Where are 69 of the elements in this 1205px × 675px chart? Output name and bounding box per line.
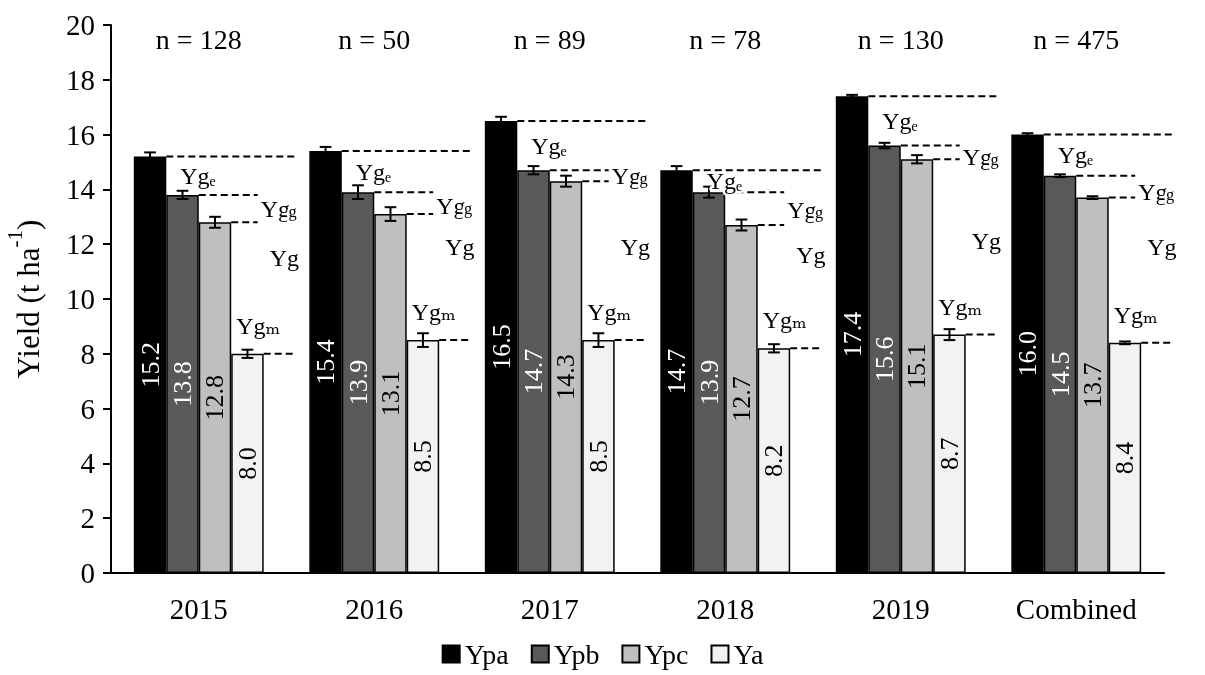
data-label: 15.2 xyxy=(135,342,165,388)
legend-label: Ypa xyxy=(464,638,510,670)
data-label: 8.2 xyxy=(759,444,789,477)
data-label: 8.0 xyxy=(232,447,262,480)
data-label: 13.9 xyxy=(343,359,373,406)
x-tick-label: 2015 xyxy=(169,592,228,625)
annotation: Yg xyxy=(971,228,1002,255)
x-tick-label: 2018 xyxy=(696,592,755,625)
data-label: 14.7 xyxy=(662,348,692,395)
y-tick-label: 16 xyxy=(66,118,95,151)
annotation: Ygₑ xyxy=(355,158,392,185)
legend-label: Ypb xyxy=(553,638,600,670)
annotation: Ygₘ xyxy=(411,299,456,326)
annotation: n = 475 xyxy=(1033,23,1120,55)
annotation: Ygₑ xyxy=(706,168,743,195)
data-label: 13.9 xyxy=(694,359,724,406)
data-label: 13.7 xyxy=(1077,362,1107,409)
annotation: Ygₑ xyxy=(1057,142,1094,169)
annotation: Yg xyxy=(620,233,651,260)
data-label: 13.8 xyxy=(168,361,198,407)
annotation: Yg xyxy=(269,244,300,271)
legend-label: Ypc xyxy=(644,638,689,670)
y-tick-label: 12 xyxy=(66,228,95,261)
y-tick-label: 6 xyxy=(80,392,95,425)
data-label: 15.1 xyxy=(902,343,932,389)
y-tick-label: 4 xyxy=(80,447,96,480)
y-tick-label: 2 xyxy=(80,502,95,535)
y-tick-label: 18 xyxy=(66,63,95,96)
annotation: Yg xyxy=(1147,233,1177,260)
data-label: 8.7 xyxy=(934,437,964,471)
annotation: Ygₘ xyxy=(587,299,632,326)
data-label: 15.6 xyxy=(870,336,900,383)
annotation: Ygₑ xyxy=(180,162,216,189)
x-tick-label: 2019 xyxy=(871,592,930,625)
legend-label: Ya xyxy=(733,638,764,670)
annotation: n = 89 xyxy=(513,23,586,55)
data-label: 8.4 xyxy=(1110,441,1140,475)
annotation: Yg xyxy=(796,242,826,269)
annotation: n = 50 xyxy=(338,23,411,55)
data-label: 8.5 xyxy=(408,440,438,473)
annotation: Yg xyxy=(445,233,475,260)
data-label: 14.5 xyxy=(1045,351,1075,398)
data-label: 12.7 xyxy=(726,376,756,422)
data-label: 16.0 xyxy=(1013,331,1043,377)
y-tick-label: 0 xyxy=(80,557,95,589)
y-tick-label: 8 xyxy=(80,337,95,370)
data-label: 13.1 xyxy=(375,370,405,417)
data-label: 8.5 xyxy=(583,440,613,473)
annotation: Ygₘ xyxy=(236,312,281,339)
x-tick-label: Combined xyxy=(1015,592,1138,625)
data-label: 14.3 xyxy=(551,354,581,400)
data-label: 15.4 xyxy=(311,339,341,385)
x-tick-label: 2016 xyxy=(345,592,404,625)
annotation: n = 78 xyxy=(689,23,762,55)
data-label: 17.4 xyxy=(837,311,867,358)
annotation: n = 130 xyxy=(857,23,944,55)
annotation: Ygₘ xyxy=(762,307,807,334)
x-tick-label: 2017 xyxy=(520,592,579,625)
annotation: Ygₘ xyxy=(1113,301,1158,328)
y-tick-label: 20 xyxy=(66,9,95,41)
annotation: Ygₑ xyxy=(882,107,918,134)
annotation: Ygₑ xyxy=(531,132,567,159)
y-tick-label: 14 xyxy=(66,173,96,206)
annotation: n = 128 xyxy=(155,23,242,55)
data-label: 14.7 xyxy=(519,348,549,395)
y-tick-label: 10 xyxy=(66,283,95,315)
data-label: 12.8 xyxy=(200,374,230,421)
data-label: 16.5 xyxy=(486,324,516,370)
annotation: Ygₘ xyxy=(938,293,983,320)
